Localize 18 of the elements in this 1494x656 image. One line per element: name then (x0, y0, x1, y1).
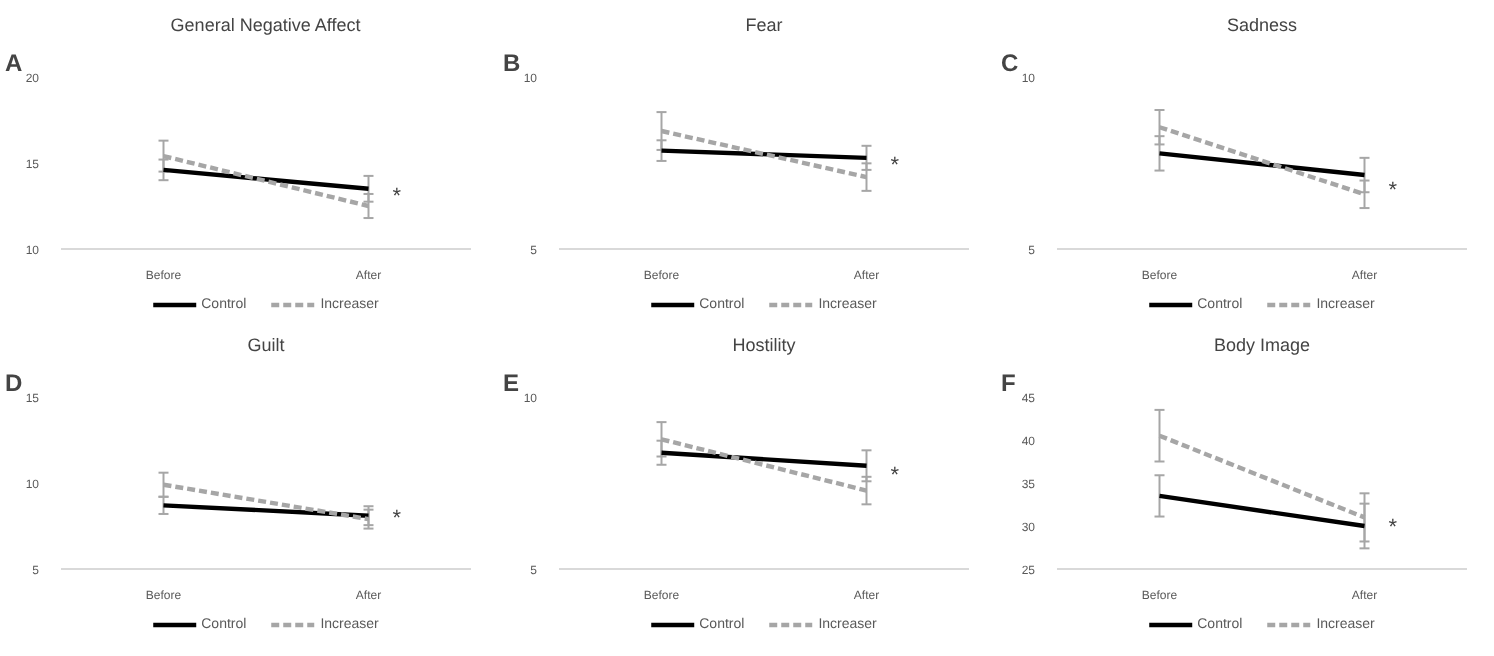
chart-title: Hostility (732, 335, 797, 355)
text: E (503, 369, 520, 397)
annotation: * (1388, 515, 1399, 540)
chart-title: Guilt (247, 335, 286, 355)
chart-title: Body Image (1213, 335, 1311, 355)
annotation: * (392, 507, 403, 532)
annotation: * (890, 154, 901, 179)
annotation: * (890, 464, 901, 489)
annotation: * (392, 185, 403, 210)
annotation: * (1388, 178, 1399, 203)
text: A (5, 49, 23, 77)
text: F (1001, 369, 1016, 397)
text: D (5, 369, 23, 397)
chart-title: General Negative Affect (170, 15, 362, 35)
chart-title: Sadness (1226, 15, 1299, 35)
chart-title: Fear (745, 15, 783, 35)
text: B (503, 49, 521, 77)
text: C (1001, 49, 1019, 77)
